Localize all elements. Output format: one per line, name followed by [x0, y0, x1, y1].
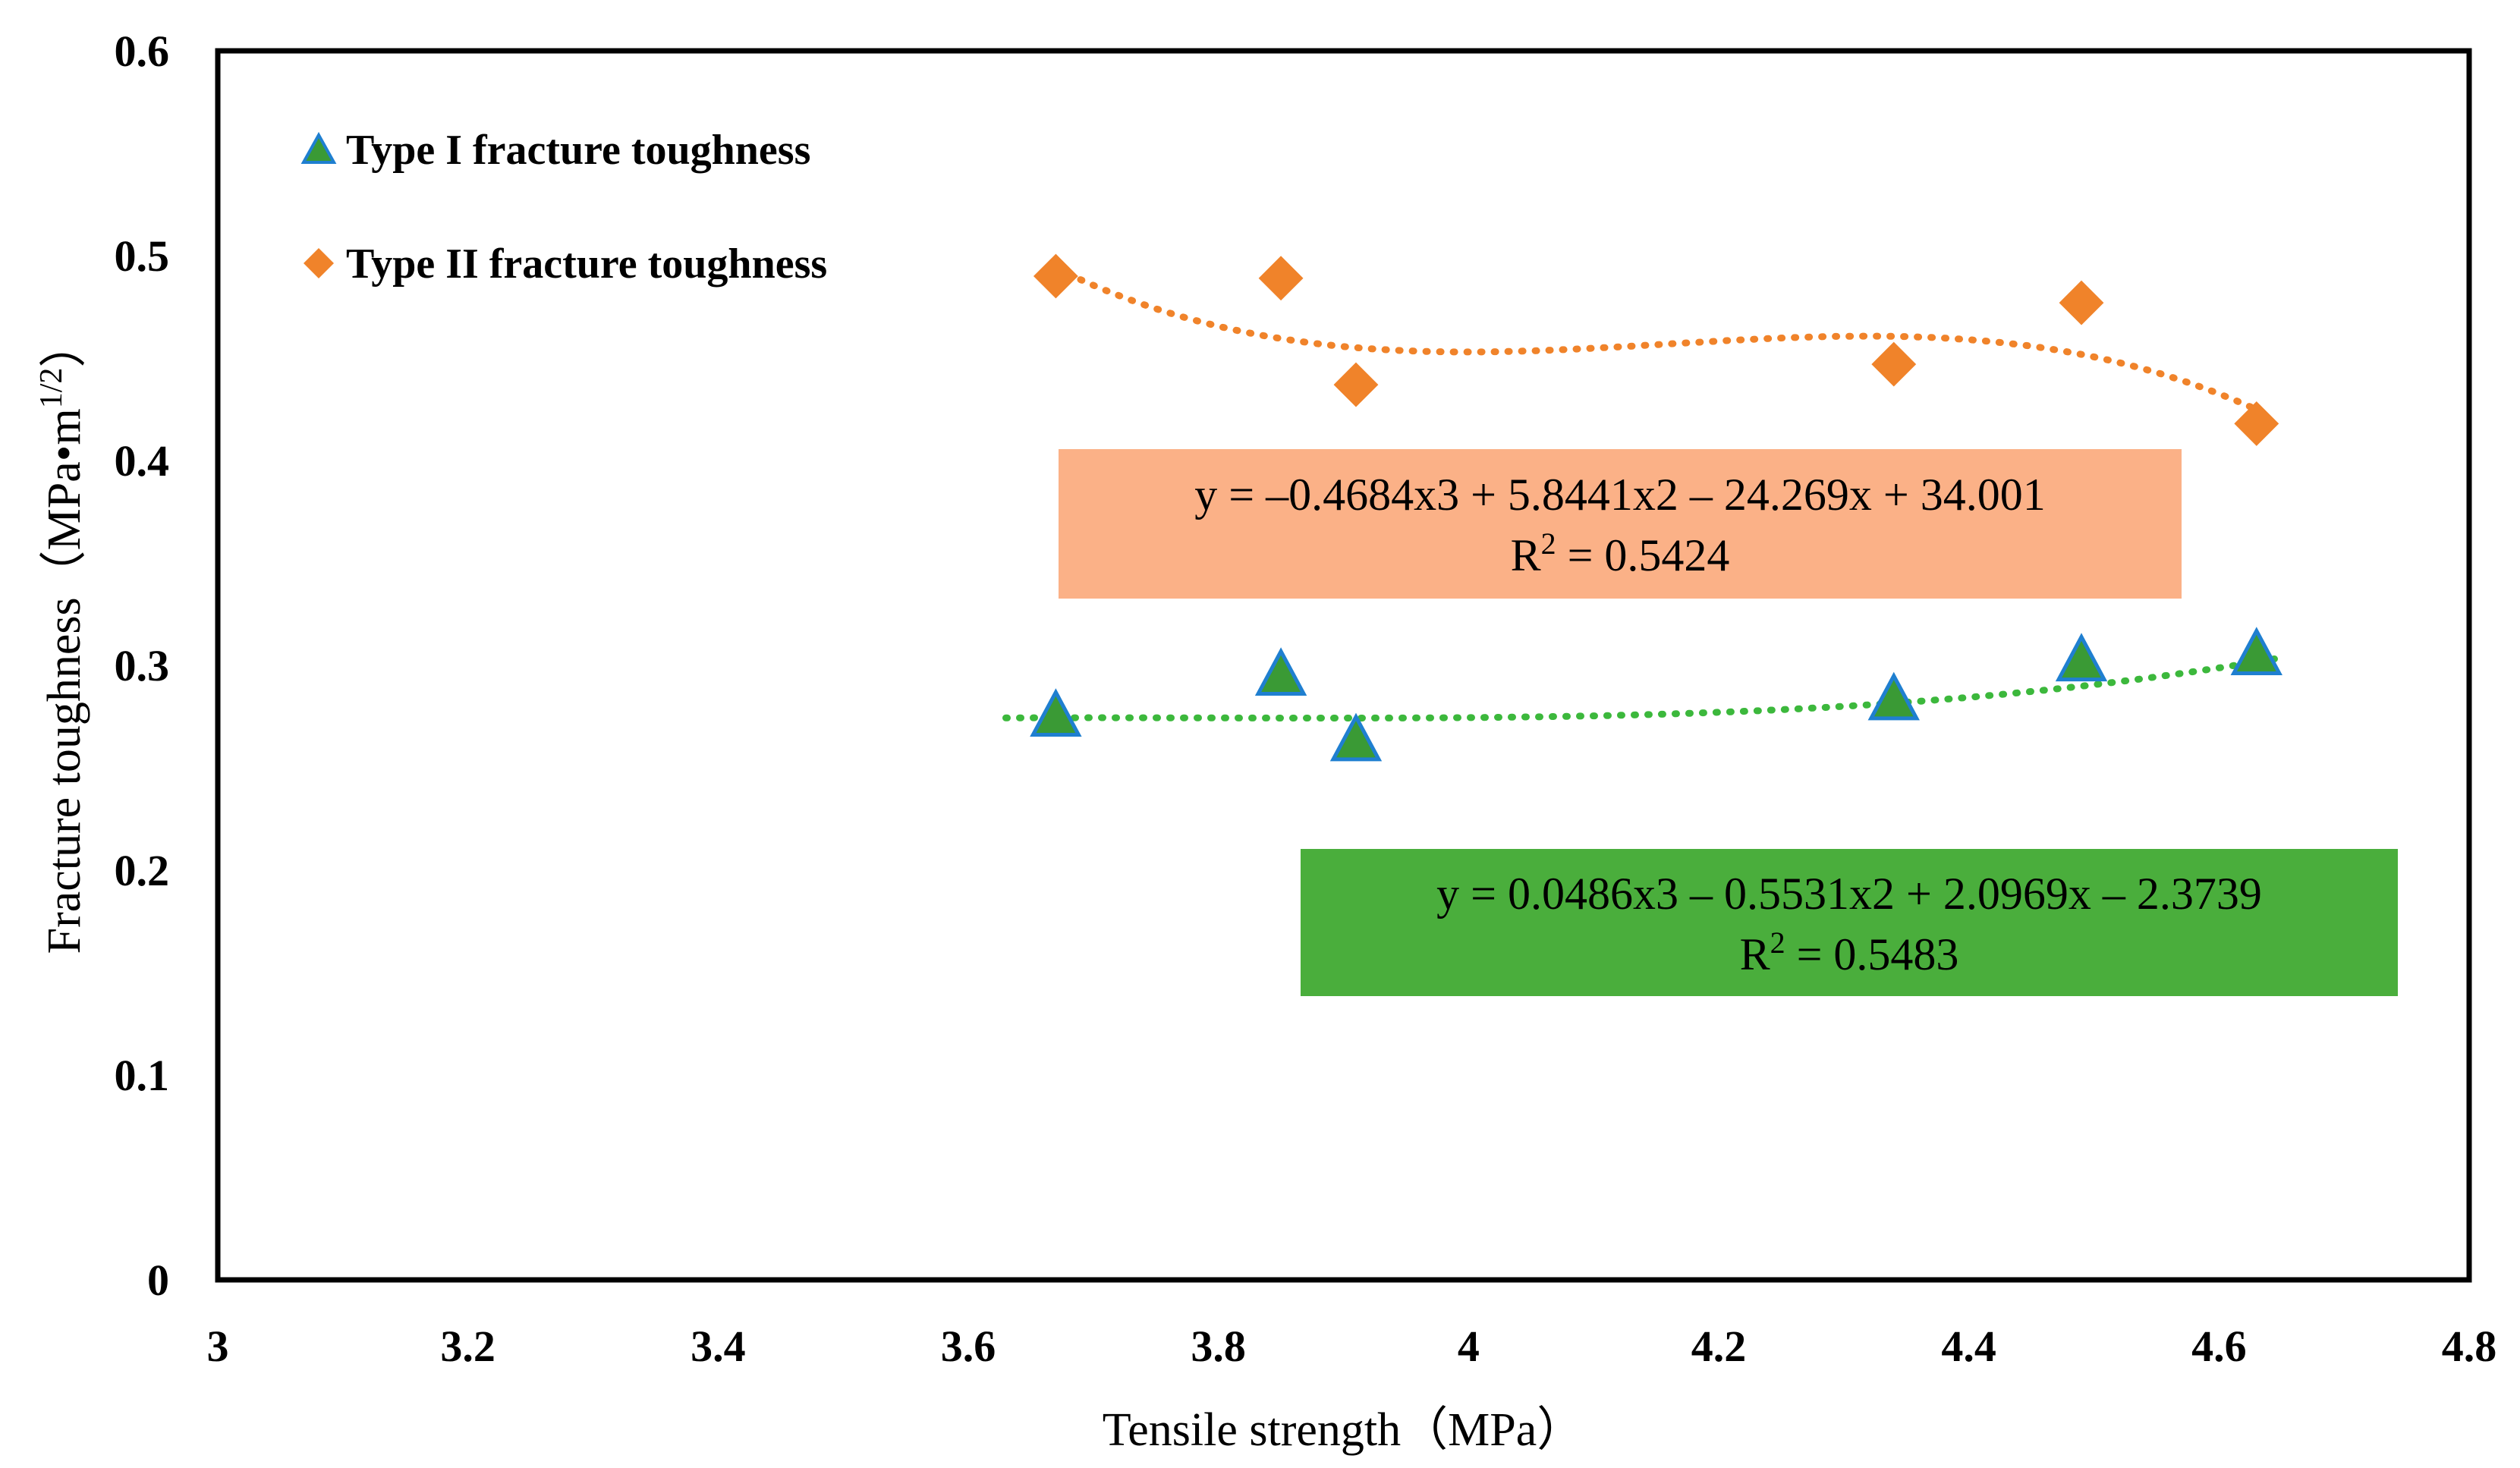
- trendlines: [1002, 264, 2286, 721]
- type1-trendline: [1002, 654, 2286, 721]
- y-axis-title-main: Fracture toughness（MPa•m: [39, 408, 90, 954]
- y-axis-title-exponent: 1/2: [34, 368, 69, 409]
- type1-equation-background: [1301, 849, 2398, 996]
- type1-r2-exponent: 2: [1770, 926, 1785, 960]
- y-tick-label: 0: [147, 1256, 169, 1305]
- x-tick-label: 4.8: [2442, 1322, 2497, 1371]
- type1-data-point: [1867, 671, 1920, 721]
- type2-equation-background: [1059, 449, 2182, 599]
- y-tick-label: 0.1: [115, 1051, 170, 1100]
- legend: Type I fracture toughness Type II fractu…: [300, 127, 827, 288]
- y-tick-label: 0.3: [115, 641, 170, 690]
- type2-data-point: [2059, 280, 2104, 325]
- x-tick-label: 3.8: [1191, 1322, 1246, 1371]
- type2-data-point: [1033, 253, 1078, 299]
- type1-r2-text: R2 = 0.5483: [1740, 926, 1959, 979]
- type2-data-point: [1258, 256, 1304, 301]
- type1-r2-value: = 0.5483: [1785, 929, 1959, 979]
- type1-data-point: [2055, 633, 2108, 682]
- type2-trendline: [1052, 264, 2260, 413]
- type1-data-point: [1329, 712, 1383, 762]
- y-tick-label: 0.4: [115, 436, 170, 486]
- x-tick-label: 4.6: [2191, 1322, 2247, 1371]
- legend-label-type1: Type I fracture toughness: [346, 127, 810, 174]
- type1-data-point: [1030, 688, 1082, 737]
- type1-equation-box: y = 0.0486x3 – 0.5531x2 + 2.0969x – 2.37…: [1301, 849, 2398, 996]
- x-tick-label: 3.4: [691, 1322, 746, 1371]
- type2-r2-exponent: 2: [1541, 527, 1556, 561]
- y-axis-title-end: ）: [39, 321, 90, 368]
- x-tick-label: 4: [1458, 1322, 1480, 1371]
- type1-equation-text: y = 0.0486x3 – 0.5531x2 + 2.0969x – 2.37…: [1436, 869, 2262, 919]
- type2-r2-label: R: [1511, 530, 1541, 580]
- type2-data-point: [1333, 362, 1379, 407]
- x-tick-label: 3.2: [440, 1322, 496, 1371]
- type2-equation-text: y = –0.4684x3 + 5.8441x2 – 24.269x + 34.…: [1194, 470, 2046, 520]
- x-tick-label: 4.4: [1941, 1322, 1996, 1371]
- y-axis-title: Fracture toughness（MPa•m1/2）: [34, 321, 90, 954]
- type1-data-point: [1254, 647, 1307, 696]
- x-axis-title: Tensile strength（MPa）: [1103, 1404, 1584, 1456]
- type1-data-point: [2230, 627, 2282, 675]
- legend-diamond-marker: [304, 248, 334, 278]
- plot-area-border: [215, 48, 2472, 1283]
- type2-data-point: [1871, 341, 1917, 387]
- type2-equation-box: y = –0.4684x3 + 5.8441x2 – 24.269x + 34.…: [1059, 449, 2182, 599]
- x-tick-label: 4.2: [1691, 1322, 1747, 1371]
- type2-r2-text: R2 = 0.5424: [1511, 527, 1730, 580]
- legend-triangle-marker: [300, 131, 337, 164]
- x-tick-label: 3: [207, 1322, 229, 1371]
- type2-r2-value: = 0.5424: [1556, 530, 1730, 580]
- x-tick-label: 3.6: [941, 1322, 996, 1371]
- x-axis-ticks: 3 3.2 3.4 3.6 3.8 4 4.2 4.4 4.6 4.8: [207, 1322, 2497, 1371]
- y-tick-label: 0.5: [115, 231, 170, 281]
- y-tick-label: 0.2: [115, 846, 170, 895]
- type1-r2-label: R: [1740, 929, 1770, 979]
- data-markers: [1030, 253, 2282, 762]
- y-axis-ticks: 0 0.1 0.2 0.3 0.4 0.5 0.6: [115, 27, 170, 1305]
- legend-label-type2: Type II fracture toughness: [346, 240, 827, 288]
- y-tick-label: 0.6: [115, 27, 170, 76]
- type2-data-point: [2234, 401, 2279, 446]
